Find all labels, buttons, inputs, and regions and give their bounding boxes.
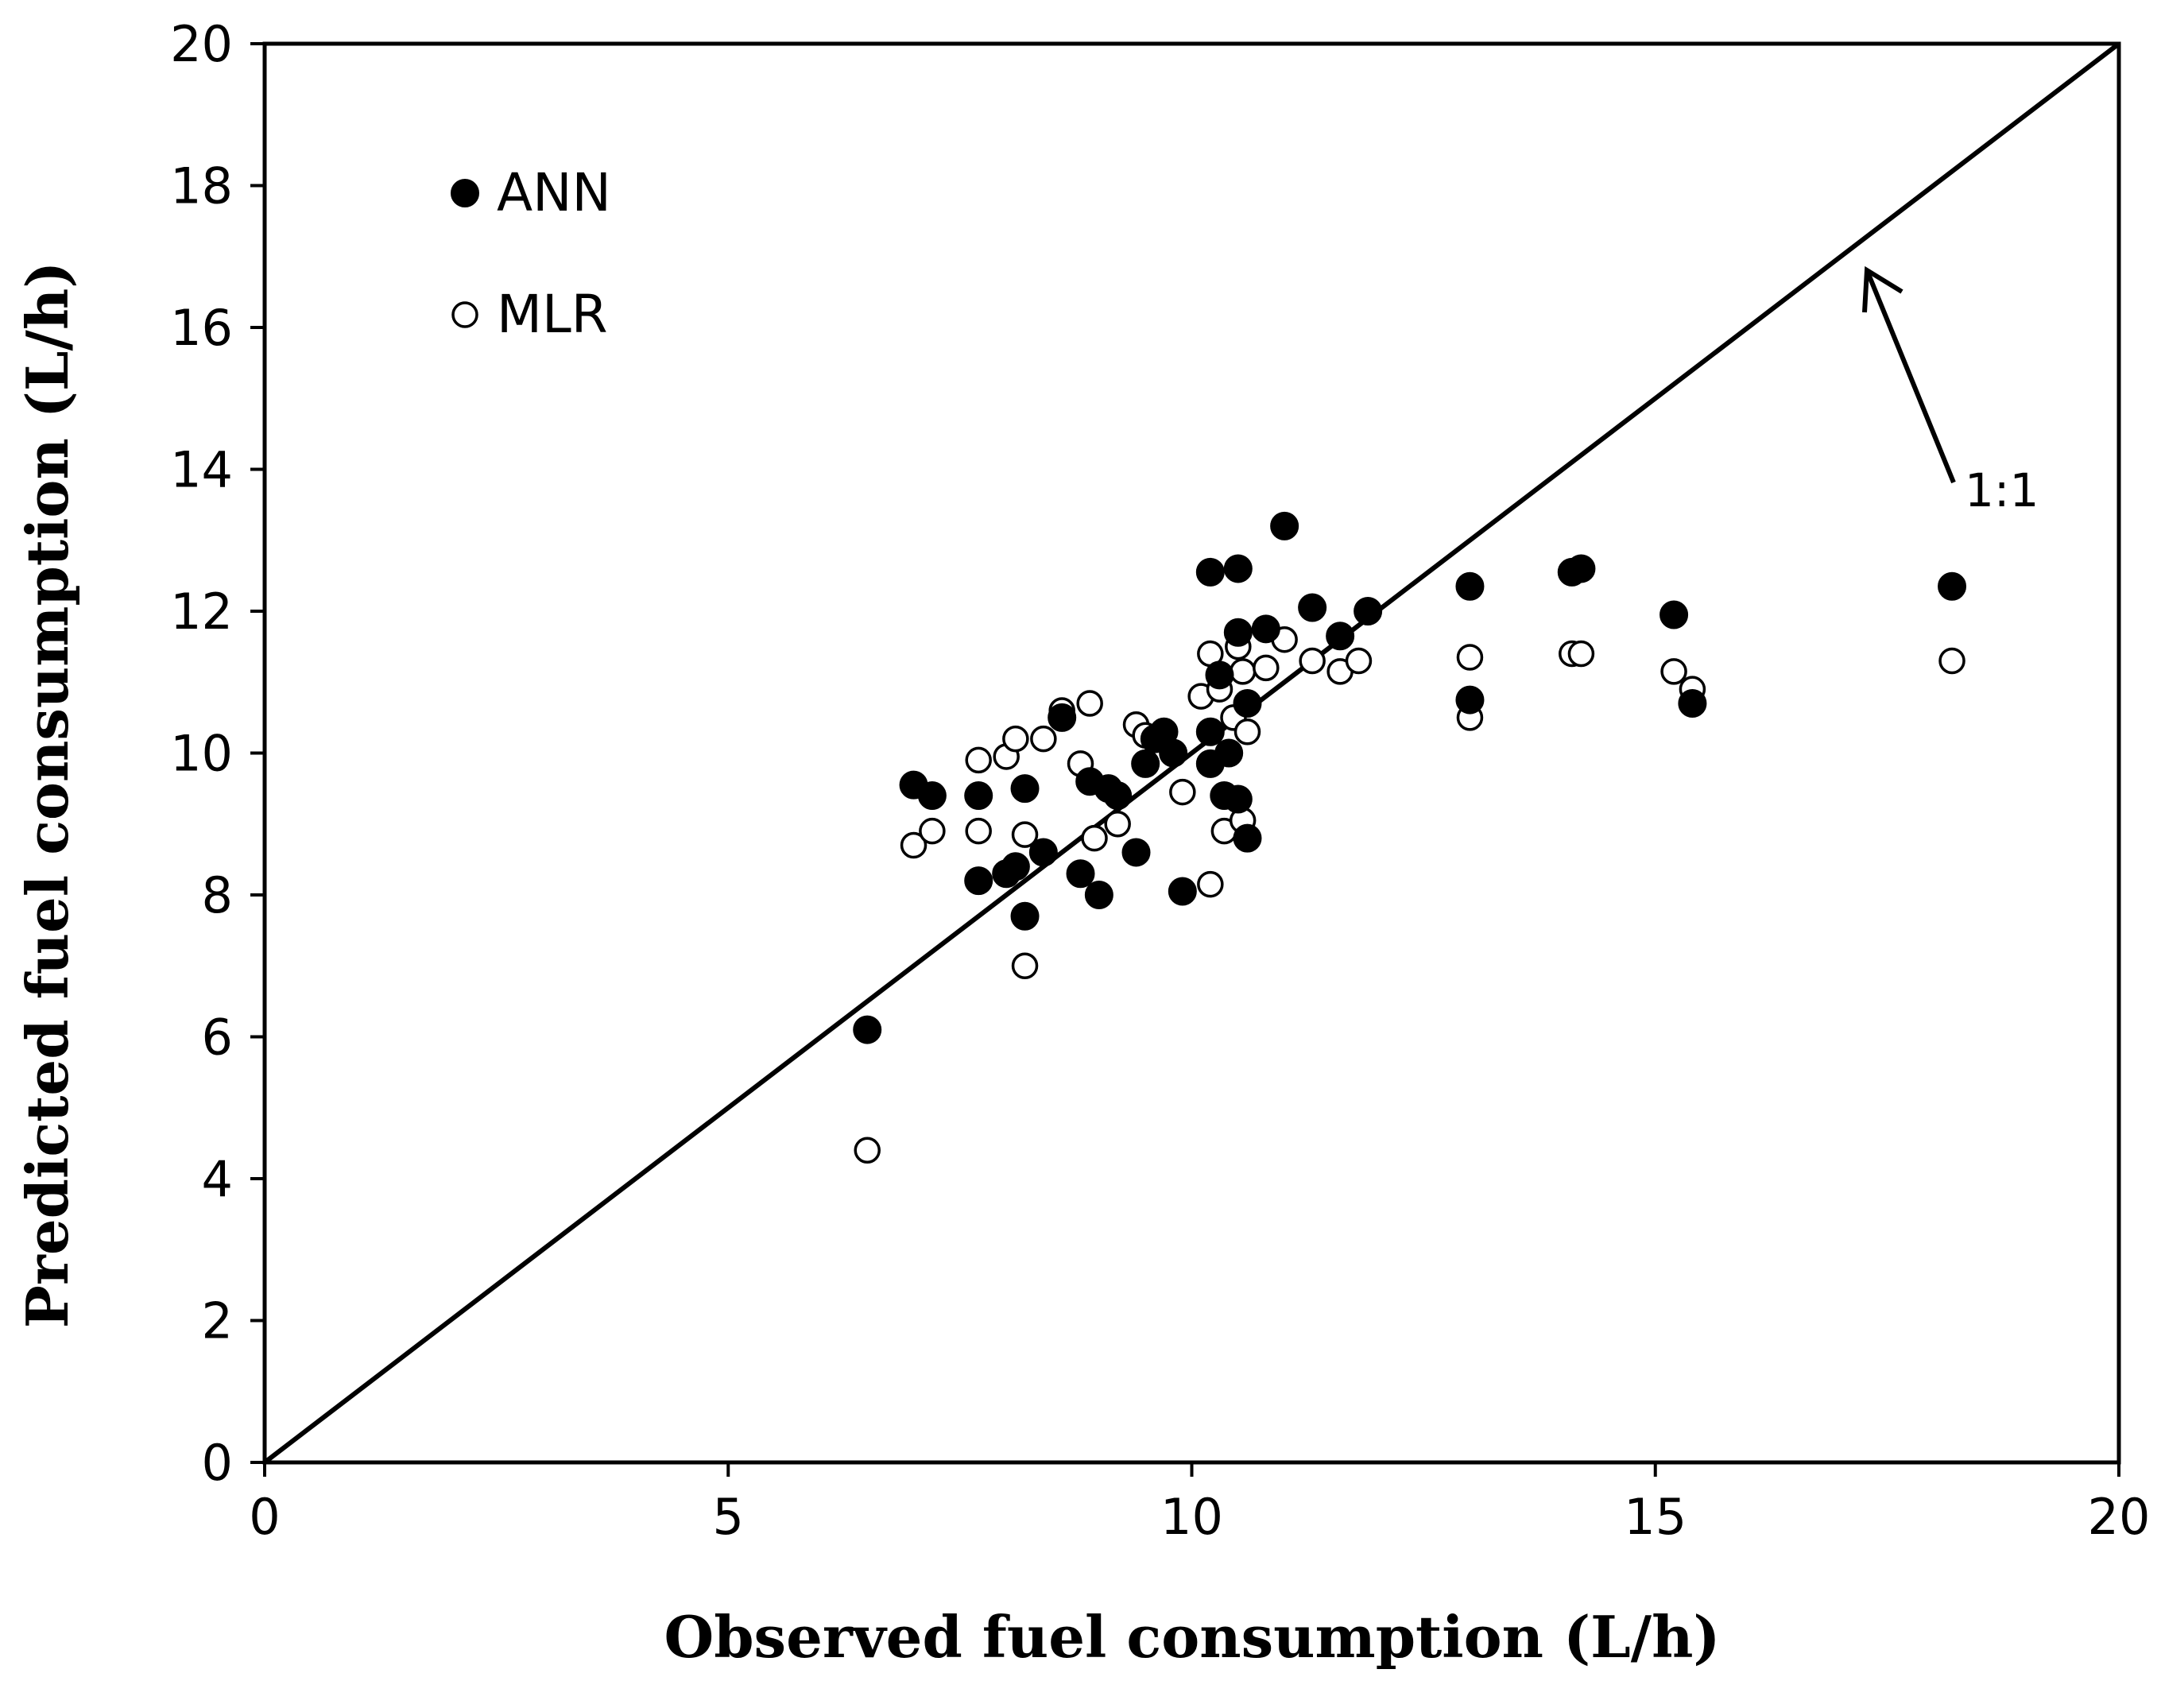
ann-point <box>1048 703 1077 732</box>
ann-point <box>1298 593 1327 622</box>
ann-point <box>1214 738 1244 768</box>
ann-point <box>1103 781 1133 811</box>
ann-point <box>1233 823 1262 853</box>
mlr-point <box>1345 647 1373 675</box>
ann-point <box>1270 511 1299 540</box>
mlr-point <box>1076 690 1103 717</box>
series-ann <box>853 511 1967 1044</box>
ann-point <box>1195 717 1225 746</box>
ann-point <box>1233 689 1262 718</box>
mlr-point <box>854 1137 881 1164</box>
ann-point <box>853 1015 882 1044</box>
ann-point <box>1195 557 1225 587</box>
ann-point <box>1131 749 1160 778</box>
ann-point <box>1223 554 1253 583</box>
mlr-point <box>1567 640 1595 668</box>
y-tick-label: 6 <box>202 1009 233 1067</box>
legend: ANN MLR <box>451 162 611 345</box>
one-to-one-annotation: 1:1 <box>1862 265 2039 517</box>
ann-point <box>1326 622 1355 651</box>
y-tick-label: 4 <box>202 1150 233 1208</box>
mlr-point <box>1011 821 1039 848</box>
ann-point <box>917 781 947 811</box>
mlr-point <box>1229 658 1257 685</box>
y-tick-label: 8 <box>202 866 233 924</box>
y-axis-title: Predicted fuel consumption (L/h) <box>14 261 81 1329</box>
legend-marker-ann <box>451 179 479 207</box>
mlr-point <box>965 746 992 774</box>
ann-point <box>1084 881 1113 909</box>
annotation-label: 1:1 <box>1965 463 2039 517</box>
series-layer <box>853 511 1967 1164</box>
ann-point <box>964 866 993 896</box>
ann-point <box>1251 614 1280 644</box>
ann-point <box>1010 774 1040 804</box>
annotation-arrow-shaft <box>1865 269 1956 484</box>
x-tick-label: 15 <box>1624 1488 1687 1546</box>
y-tick-label: 12 <box>170 583 233 641</box>
ann-point <box>1567 554 1596 583</box>
ann-point <box>1001 852 1030 881</box>
x-tick-label: 10 <box>1160 1488 1223 1546</box>
ann-point <box>1028 838 1058 867</box>
mlr-point <box>1011 952 1039 979</box>
mlr-point <box>1104 811 1131 838</box>
ann-point <box>1205 660 1234 690</box>
y-tick-label: 10 <box>170 725 233 783</box>
mlr-point <box>1030 725 1057 753</box>
ann-point <box>1223 618 1253 647</box>
series-mlr <box>854 625 1965 1164</box>
mlr-point <box>1233 718 1261 746</box>
x-tick-label: 5 <box>713 1488 744 1546</box>
y-tick-label: 0 <box>202 1434 233 1492</box>
legend-marker-mlr <box>451 301 478 328</box>
ann-point <box>1159 738 1188 768</box>
annotation-arrow-head <box>1862 265 1903 313</box>
ann-point <box>1354 597 1383 625</box>
x-tick-label: 20 <box>2088 1488 2151 1546</box>
x-axis-title: Observed fuel consumption (L/h) <box>664 1603 1720 1671</box>
mlr-point <box>1002 725 1029 753</box>
mlr-point <box>900 831 928 859</box>
y-tick-label: 2 <box>202 1292 233 1350</box>
mlr-point <box>1660 658 1687 685</box>
ann-point <box>1010 901 1040 931</box>
mlr-point <box>1169 778 1196 806</box>
y-tick-label: 16 <box>170 299 233 357</box>
mlr-point <box>919 817 946 845</box>
mlr-point <box>1197 870 1224 898</box>
ann-point <box>1223 784 1253 814</box>
ann-point <box>1121 838 1151 867</box>
ann-point <box>1066 859 1095 889</box>
legend-label-mlr: MLR <box>497 284 608 345</box>
one-to-one-line <box>263 41 2120 1465</box>
ann-point <box>1455 685 1485 715</box>
y-tick-label: 14 <box>170 441 233 499</box>
ann-point <box>1938 571 1967 601</box>
ann-point <box>1168 877 1197 906</box>
ann-point <box>964 781 993 811</box>
ann-point <box>1659 600 1689 629</box>
ticks-layer: 0 5 10 15 20 0 2 4 6 8 10 12 14 16 18 20 <box>170 15 2150 1546</box>
x-tick-label: 0 <box>249 1488 280 1546</box>
mlr-point <box>1299 647 1326 675</box>
mlr-point <box>965 817 992 845</box>
mlr-point <box>1253 654 1280 682</box>
mlr-point <box>1938 647 1965 675</box>
mlr-point <box>1456 644 1484 671</box>
legend-label-ann: ANN <box>497 162 611 223</box>
mlr-point <box>1081 824 1108 852</box>
ann-point <box>1678 689 1707 718</box>
ann-point <box>1455 571 1485 601</box>
y-tick-label: 20 <box>170 15 233 73</box>
y-tick-label: 18 <box>170 157 233 215</box>
